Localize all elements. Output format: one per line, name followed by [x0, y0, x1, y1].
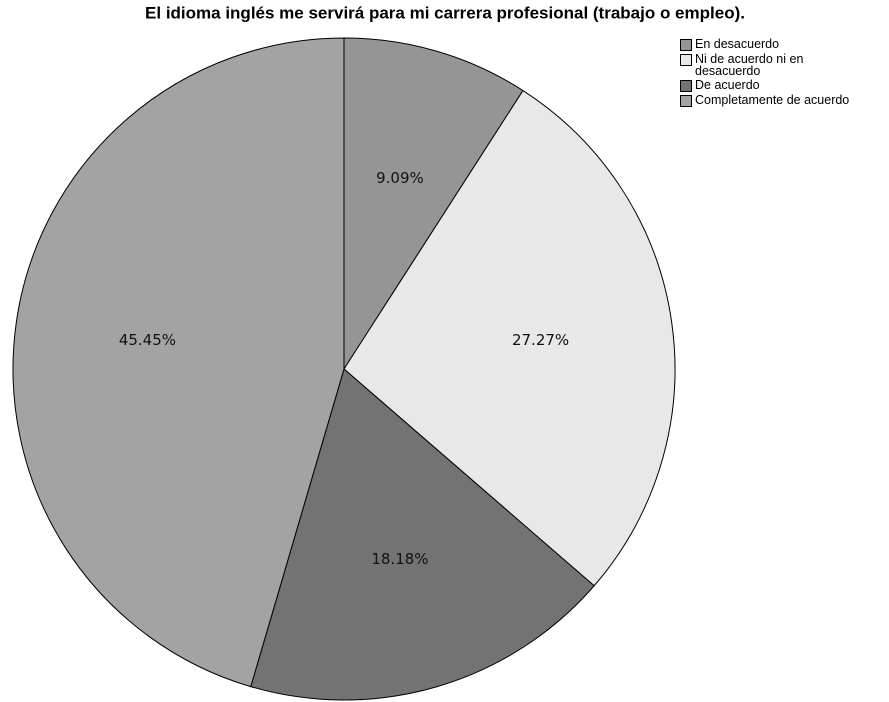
legend-label: En desacuerdo [695, 37, 780, 51]
pie-slice [343, 89, 676, 587]
pie-slice [343, 37, 524, 371]
legend-label: Ni de acuerdo ni en desacuerdo [695, 52, 804, 78]
data-label: 27.27% [512, 331, 569, 349]
legend-item: En desacuerdo [680, 38, 885, 51]
pie-slice [250, 368, 595, 701]
pie-slice [12, 37, 345, 688]
legend-item: De acuerdo [680, 79, 885, 92]
data-label: 9.09% [376, 169, 424, 187]
legend-swatch [680, 95, 692, 107]
data-label: 45.45% [119, 331, 176, 349]
legend-swatch [680, 39, 692, 51]
chart-title: El idioma inglés me servirá para mi carr… [145, 3, 745, 22]
legend: En desacuerdo Ni de acuerdo ni en desacue… [680, 38, 885, 109]
legend-item: Completamente de acuerdo [680, 94, 885, 107]
legend-swatch [680, 54, 692, 66]
legend-item: Ni de acuerdo ni en desacuerdo [680, 53, 885, 77]
data-label: 18.18% [371, 550, 428, 568]
legend-swatch [680, 80, 692, 92]
legend-label: De acuerdo [695, 78, 760, 92]
legend-label: Completamente de acuerdo [695, 93, 850, 107]
